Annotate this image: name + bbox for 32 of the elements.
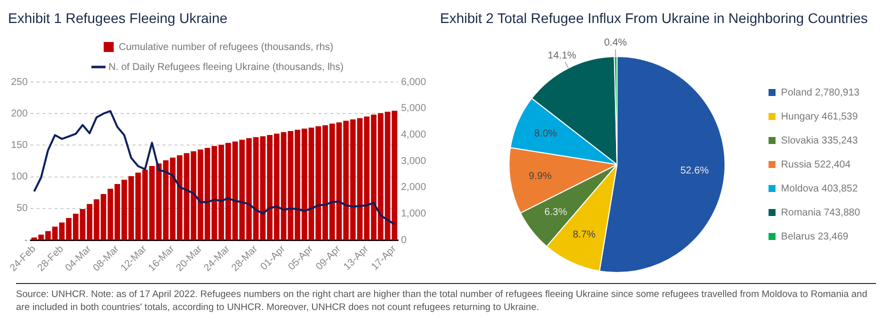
data-label: 6.3% (544, 207, 568, 218)
y-tick-label: - (24, 234, 28, 246)
y2-tick-label: 4,000 (400, 129, 426, 140)
y2-tick-label: 5,000 (400, 103, 426, 114)
y2-tick-label: 1,000 (400, 208, 426, 220)
legend-label: Moldova 403,852 (781, 183, 858, 194)
y-tick-label: 250 (10, 76, 28, 88)
legend-label: N. of Daily Refugees fleeing Ukraine (thousands, lhs) (108, 62, 344, 73)
legend-label: Romania 743,880 (781, 207, 860, 218)
data-label: 0.4% (604, 37, 627, 48)
data-label: 8.0% (534, 128, 558, 140)
source-note: Source: UNHCR. Note: as of 17 April 2022. Refugees numbers on the right chart are higher than the total number of refugees fleeing Ukraine since some refugees travelled from Moldova to Romania and are included in both countries' totals, according to UNHCR. Moreover, UNHCR does not count refugees returning to Ukraine. (16, 283, 876, 314)
legend-label: Russia 522,404 (781, 159, 851, 170)
y2-tick-label: 6,000 (400, 76, 426, 88)
data-label: 9.9% (528, 171, 552, 182)
data-label: 8.7% (572, 230, 596, 241)
legend-label: Hungary 461,539 (781, 111, 858, 122)
data-label: 52.6% (680, 166, 709, 177)
chart-title: Exhibit 2 Total Refugee Influx From Ukraine in Neighboring Countries (440, 10, 869, 28)
y-tick-label: 200 (10, 108, 28, 120)
y2-tick-label: 3,000 (400, 156, 426, 167)
y-tick-label: 50 (16, 203, 28, 214)
y2-tick-label: 2,000 (400, 182, 426, 194)
chart-title: Exhibit 1 Refugees Fleeing Ukraine (8, 10, 228, 28)
data-label: 14.1% (548, 50, 576, 62)
legend-label: Slovakia 335,243 (781, 135, 858, 146)
legend-label: Cumulative number of refugees (thousands, rhs) (118, 42, 334, 53)
y-tick-label: 100 (10, 172, 28, 183)
y2-tick-label: 0 (400, 234, 407, 246)
legend-label: Belarus 23,469 (781, 231, 849, 242)
y-tick-label: 150 (10, 140, 28, 151)
legend-label: Poland 2,780,913 (781, 87, 860, 98)
